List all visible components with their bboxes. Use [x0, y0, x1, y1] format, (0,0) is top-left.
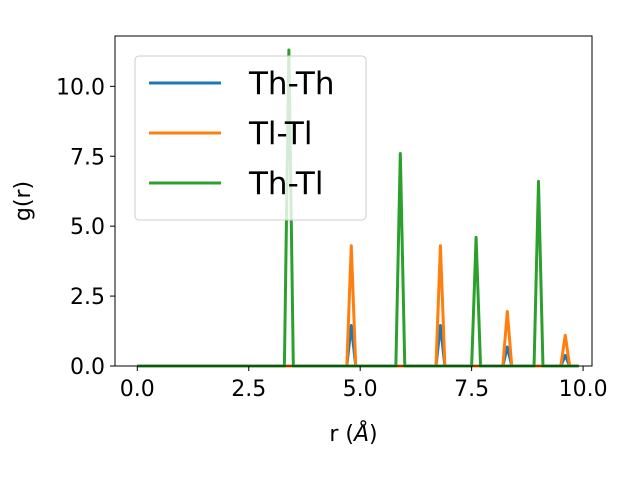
x-tick-label: 5.0: [343, 377, 378, 402]
y-axis: 0.0 2.5 5.0 7.5 10.0: [56, 75, 115, 380]
plot-frame: [114, 35, 593, 367]
legend-box: [134, 55, 367, 221]
x-axis-label: r (Å): [329, 420, 377, 447]
y-tick-label: 5.0: [70, 215, 105, 240]
x-tick-label: 0.0: [120, 377, 155, 402]
y-tick-label: 7.5: [70, 145, 105, 170]
legend-label: Th-Th: [248, 66, 335, 102]
x-tick-label: 7.5: [454, 377, 489, 402]
x-tick-label: 10.0: [559, 377, 608, 402]
legend-label: Tl-Tl: [248, 116, 312, 152]
y-tick-label: 2.5: [70, 285, 105, 310]
legend-label: Th-Tl: [248, 166, 323, 202]
y-tick-label: 10.0: [56, 75, 105, 100]
x-tick-label: 2.5: [231, 377, 266, 402]
x-axis: 0.0 2.5 5.0 7.5 10.0: [120, 366, 608, 402]
y-tick-label: 0.0: [70, 355, 105, 380]
series-line-2: [137, 244, 579, 368]
legend: Th-Th Tl-Tl Th-Tl: [134, 55, 367, 221]
y-axis-label: g(r): [11, 181, 36, 221]
